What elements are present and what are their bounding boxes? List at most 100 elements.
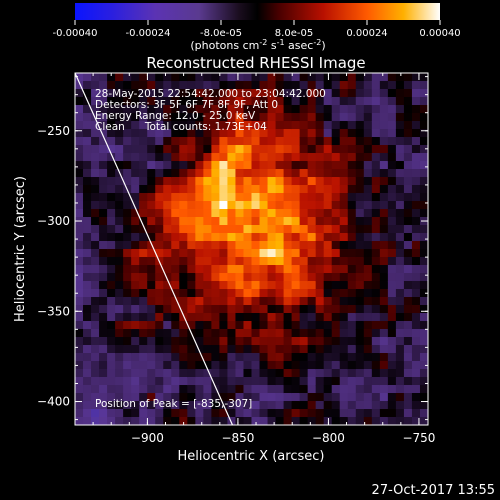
heatmap-cell xyxy=(331,225,341,234)
heatmap-cell xyxy=(275,177,285,186)
heatmap-cell xyxy=(299,273,309,282)
heatmap-cell xyxy=(147,265,156,274)
heatmap-cell xyxy=(363,289,373,298)
heatmap-cell xyxy=(139,313,148,322)
heatmap-cell xyxy=(163,297,172,306)
heatmap-cell xyxy=(187,113,196,122)
heatmap-cell xyxy=(299,113,309,122)
heatmap-cell xyxy=(203,177,212,186)
heatmap-cell xyxy=(267,273,277,282)
heatmap-cell xyxy=(219,233,229,242)
heatmap-cell xyxy=(395,401,405,410)
heatmap-cell xyxy=(291,385,301,394)
heatmap-cell xyxy=(395,385,405,394)
heatmap-cell xyxy=(403,345,413,354)
heatmap-cell xyxy=(99,193,108,202)
heatmap-cell xyxy=(307,241,317,250)
heatmap-cell xyxy=(179,337,188,346)
heatmap-cell xyxy=(419,185,428,194)
heatmap-cell xyxy=(155,329,164,338)
heatmap-cell xyxy=(283,97,293,106)
heatmap-cell xyxy=(203,121,212,130)
heatmap-cell xyxy=(291,225,301,234)
heatmap-cell xyxy=(339,105,349,114)
heatmap-cell xyxy=(123,169,132,178)
heatmap-cell xyxy=(403,105,413,114)
heatmap-cell xyxy=(83,249,92,258)
heatmap-cell xyxy=(323,105,333,114)
heatmap-cell xyxy=(195,409,204,418)
heatmap-cell xyxy=(323,377,333,386)
heatmap-cell xyxy=(179,377,188,386)
heatmap-cell xyxy=(227,305,237,314)
heatmap-cell xyxy=(371,273,381,282)
heatmap-cell xyxy=(363,409,373,418)
heatmap-cell xyxy=(387,369,397,378)
heatmap-cell xyxy=(395,345,405,354)
heatmap-cell xyxy=(155,345,164,354)
heatmap-cell xyxy=(323,321,333,330)
heatmap-cell xyxy=(187,281,196,290)
heatmap-cell xyxy=(107,121,116,130)
heatmap-cell xyxy=(131,305,140,314)
heatmap-cell xyxy=(299,201,309,210)
heatmap-cell xyxy=(211,385,221,394)
heatmap-cell xyxy=(267,225,277,234)
heatmap-cell xyxy=(315,121,325,130)
heatmap-cell xyxy=(347,185,357,194)
heatmap-cell xyxy=(163,129,172,138)
heatmap-cell xyxy=(243,73,253,82)
heatmap-cell xyxy=(251,201,261,210)
heatmap-cell xyxy=(323,201,333,210)
heatmap-cell xyxy=(371,417,381,425)
heatmap-cell xyxy=(139,97,148,106)
heatmap-cell xyxy=(195,129,204,138)
heatmap-cell xyxy=(387,313,397,322)
heatmap-cell xyxy=(275,185,285,194)
heatmap-cell xyxy=(347,209,357,218)
heatmap-cell xyxy=(75,81,84,90)
heatmap-cell xyxy=(235,137,245,146)
heatmap-cell xyxy=(267,409,277,418)
heatmap-cell xyxy=(123,241,132,250)
heatmap-cell xyxy=(283,161,293,170)
heatmap-cell xyxy=(219,185,229,194)
heatmap-cell xyxy=(251,137,261,146)
heatmap-cell xyxy=(307,377,317,386)
y-axis-label: Heliocentric Y (arcsec) xyxy=(13,176,28,322)
heatmap-cell xyxy=(291,409,301,418)
heatmap-cell xyxy=(363,281,373,290)
heatmap-cell xyxy=(123,89,132,98)
heatmap-cell xyxy=(299,121,309,130)
heatmap-cell xyxy=(331,121,341,130)
heatmap-cell xyxy=(91,217,100,226)
heatmap-cell xyxy=(163,153,172,162)
heatmap-cell xyxy=(323,225,333,234)
heatmap-cell xyxy=(259,233,269,242)
heatmap-cell xyxy=(307,113,317,122)
heatmap-cell xyxy=(195,89,204,98)
heatmap-cell xyxy=(347,361,357,370)
heatmap-cell xyxy=(147,361,156,370)
heatmap-cell xyxy=(387,305,397,314)
heatmap-cell xyxy=(323,345,333,354)
heatmap-cell xyxy=(347,321,357,330)
heatmap-cell xyxy=(355,105,365,114)
heatmap-cell xyxy=(75,73,84,82)
heatmap-cell xyxy=(267,377,277,386)
heatmap-cell xyxy=(267,337,277,346)
heatmap-cell xyxy=(203,105,212,114)
heatmap-cell xyxy=(179,273,188,282)
heatmap-cell xyxy=(195,105,204,114)
heatmap-cell xyxy=(163,385,172,394)
heatmap-cell xyxy=(371,73,381,82)
heatmap-cell xyxy=(91,97,100,106)
heatmap-cell xyxy=(131,81,140,90)
heatmap-cell xyxy=(147,353,156,362)
heatmap-cell xyxy=(171,193,180,202)
heatmap-cell xyxy=(83,417,92,425)
heatmap-cell xyxy=(395,281,405,290)
heatmap-cell xyxy=(291,217,301,226)
heatmap-cell xyxy=(91,209,100,218)
heatmap-cell xyxy=(115,313,124,322)
